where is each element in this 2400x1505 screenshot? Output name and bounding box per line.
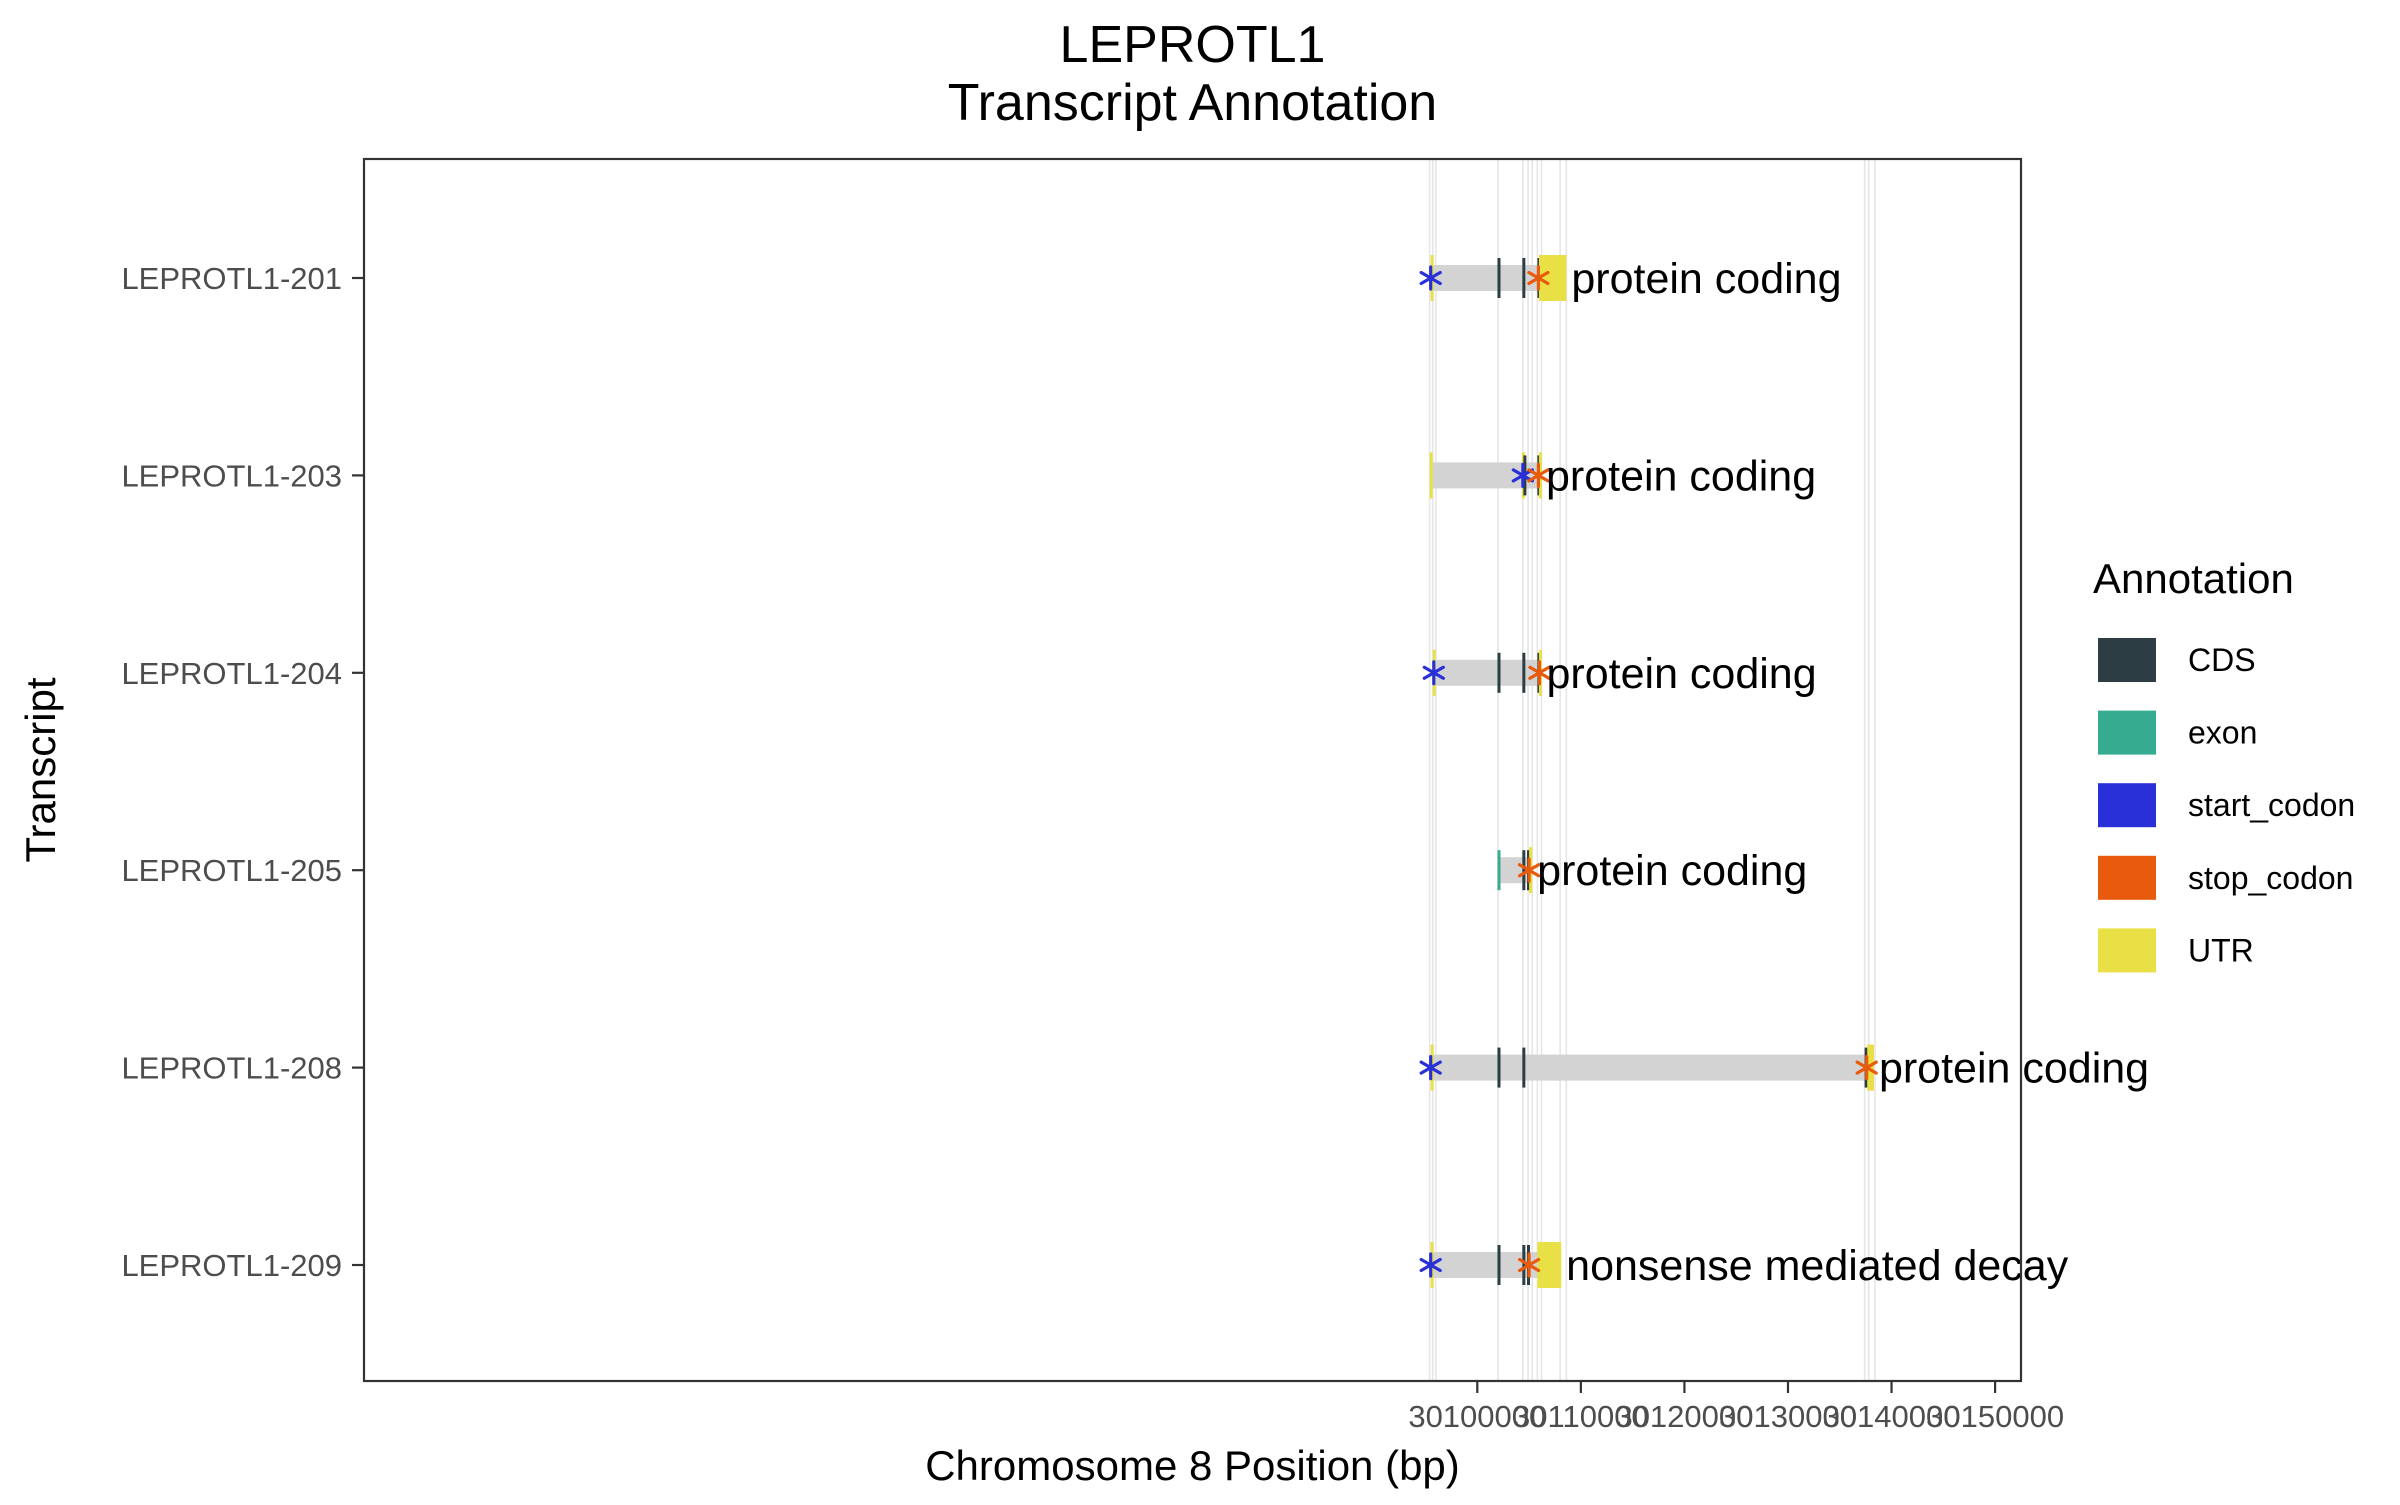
feature-utr-4-0 [1429,452,1433,499]
legend-swatch-cds [2098,638,2156,682]
grid-layer [1428,159,1876,1381]
asterisk-stroke-2 [1422,665,1445,680]
start-codon-marker-1 [1419,1054,1442,1081]
asterisk-stroke-2 [1527,468,1550,483]
legend-swatch-stop-codon [2098,855,2156,900]
y-tick-label-4: LEPROTL1-203 [121,458,342,493]
biotype-label-0: nonsense mediated decay [1566,1242,2069,1290]
legend-label-start-codon: start_codon [2188,787,2355,823]
feature-cds-0-1 [1497,1245,1501,1285]
asterisk-stroke-2 [1517,863,1541,878]
start-codon-marker-5 [1419,265,1442,291]
codon-markers [1419,265,1878,1278]
x-tick-label-3: 30130000 [1719,1399,1857,1434]
x-tick-label-0: 30100000 [1408,1399,1546,1434]
asterisk-stroke-2 [1419,1257,1442,1273]
legend-title: Annotation [2093,555,2294,602]
biotype-labels: nonsense mediated decay protein coding pro… [1537,255,2149,1290]
y-tick-label-2: LEPROTL1-205 [121,853,342,888]
feature-utr-5-4 [1538,255,1567,301]
stop-codon-marker-5 [1527,265,1550,291]
legend-label-cds: CDS [2188,642,2256,678]
feature-layer [1429,255,1874,1288]
asterisk-stroke-2 [1528,665,1551,680]
asterisk-stroke-2 [1517,1257,1541,1273]
chart-title-line-1: Transcript Annotation [948,74,1437,132]
y-axis-title: Transcript [17,677,64,862]
feature-cds-2-1 [1522,850,1526,891]
y-tick-label-3: LEPROTL1-204 [121,656,342,691]
biotype-label-4: protein coding [1546,452,1816,500]
chart-title-line-0: LEPROTL1 [1060,16,1326,74]
feature-utr-0-4 [1537,1242,1562,1288]
y-tick-label-5: LEPROTL1-201 [121,261,342,296]
biotype-label-2: protein coding [1537,847,1807,895]
x-tick-label-2: 30120000 [1615,1399,1753,1434]
y-tick-label-0: LEPROTL1-209 [121,1248,342,1283]
feature-cds-5-2 [1522,258,1526,298]
asterisk-stroke-2 [1419,270,1442,286]
start-codon-marker-0 [1419,1252,1442,1278]
stop-codon-marker-4 [1527,462,1550,488]
biotype-label-5: protein coding [1571,255,1841,303]
feature-exon-2-0 [1497,850,1501,891]
x-tick-label-1: 30110000 [1513,1399,1649,1434]
stop-codon-marker-1 [1855,1054,1878,1081]
feature-cds-1-1 [1497,1047,1501,1088]
feature-cds-3-2 [1522,652,1526,693]
asterisk-stroke-2 [1419,1060,1442,1075]
transcript-bars [1429,265,1874,1278]
stop-codon-marker-2 [1517,857,1541,883]
legend: Annotation CDS exon start_codon stop_codon UT… [2093,555,2355,973]
plot-panel-border [362,157,2023,1383]
asterisk-stroke-2 [1855,1060,1878,1075]
asterisk-stroke-2 [1527,270,1550,286]
axes: LEPROTL1-209 LEPROTL1-208 LEPROTL1-205 LEPR… [17,261,2064,1489]
feature-utr-1-4 [1867,1044,1874,1091]
biotype-label-1: protein coding [1879,1045,2149,1093]
feature-cds-5-1 [1497,258,1501,298]
legend-label-stop-codon: stop_codon [2188,860,2353,896]
biotype-label-3: protein coding [1547,650,1817,698]
x-tick-label-4: 30140000 [1823,1399,1961,1434]
feature-cds-1-2 [1522,1047,1526,1088]
y-tick-label-1: LEPROTL1-208 [121,1051,342,1086]
legend-swatch-exon [2098,710,2156,755]
x-axis-title: Chromosome 8 Position (bp) [925,1442,1460,1489]
legend-label-exon: exon [2188,715,2257,751]
stop-codon-marker-0 [1517,1252,1541,1278]
stop-codon-marker-3 [1528,660,1551,686]
transcript-bar-1 [1430,1054,1874,1081]
legend-label-utr: UTR [2188,932,2254,968]
x-tick-label-5: 30150000 [1926,1399,2064,1434]
legend-swatch-utr [2098,928,2156,973]
feature-cds-3-1 [1497,652,1501,693]
legend-swatch-start-codon [2098,783,2156,828]
start-codon-marker-3 [1422,660,1445,686]
feature-cds-0-2 [1522,1245,1526,1285]
